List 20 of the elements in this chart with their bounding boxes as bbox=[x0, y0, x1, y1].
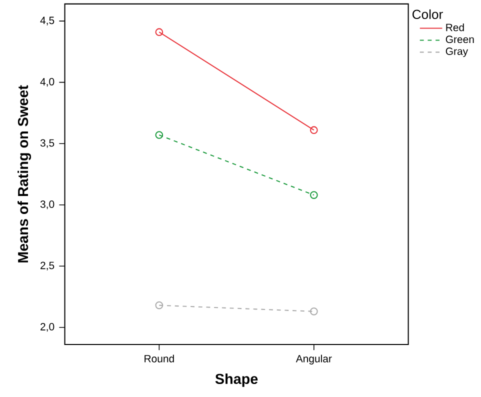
y-tick-label: 4,5 bbox=[40, 17, 54, 26]
legend-label: Green bbox=[446, 36, 474, 44]
point bbox=[310, 126, 318, 134]
y-tick-label: 3,5 bbox=[40, 139, 54, 148]
y-tick-label: 2,5 bbox=[40, 262, 54, 271]
point bbox=[310, 191, 318, 200]
point bbox=[155, 131, 164, 140]
y-tick-label: 2,0 bbox=[40, 323, 54, 332]
x-tick-label: Angular bbox=[296, 354, 332, 365]
legend-label: Red bbox=[446, 24, 464, 32]
point bbox=[155, 28, 164, 36]
point bbox=[155, 302, 164, 310]
legend-label: Gray bbox=[446, 48, 468, 58]
legend-title: Color bbox=[412, 10, 443, 20]
x-tick-label: Round bbox=[144, 354, 174, 363]
point bbox=[310, 308, 318, 316]
y-tick-label: 3,0 bbox=[40, 200, 54, 210]
y-axis-title: Means of Rating on Sweet bbox=[18, 85, 32, 263]
y-tick-label: 4,0 bbox=[40, 78, 54, 87]
x-axis-title: Shape bbox=[215, 374, 258, 388]
